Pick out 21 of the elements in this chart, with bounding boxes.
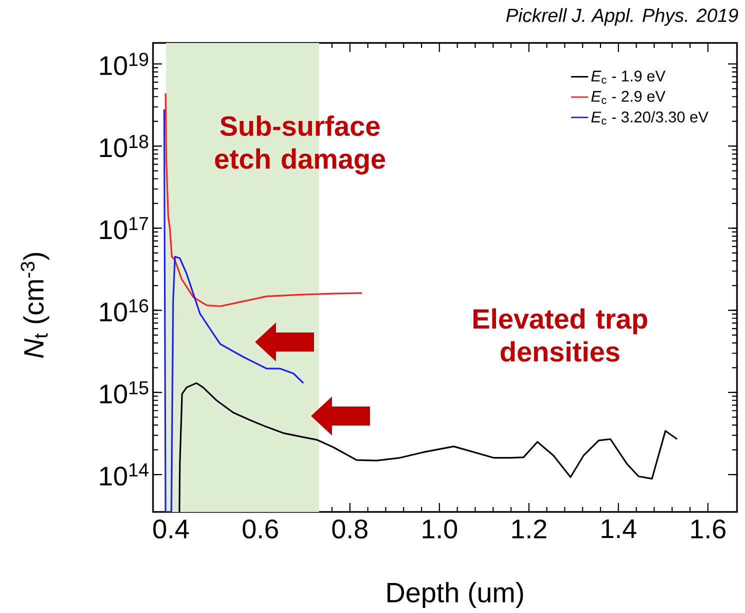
x-tick-label: 0.4 <box>153 520 189 539</box>
legend-label: E$_{c}$ - 3.20/3.30 eV <box>591 111 708 125</box>
y-axis-title: N$_{t}$ (cm$^{-3}$) <box>20 252 50 358</box>
x-tick-label: 0.8 <box>332 520 368 539</box>
y-tick-label: 10$^{16}$ <box>100 299 148 322</box>
x-tick-label: 0.6 <box>242 520 278 539</box>
legend-label: E$_{c}$ - 2.9 eV <box>591 90 666 104</box>
x-tick-label: 1.4 <box>602 519 636 538</box>
y-tick-label: 10$^{19}$ <box>100 52 148 76</box>
y-tick-label: 10$^{18}$ <box>100 134 148 158</box>
x-tick-label: 1.0 <box>422 520 458 539</box>
y-tick-label: 10$^{17}$ <box>100 217 148 240</box>
annotation: Elevated trap densities <box>473 308 648 362</box>
annotation: Sub-surface etch damage <box>215 116 386 174</box>
x-tick-label: 1.6 <box>691 520 726 539</box>
y-tick-label: 10$^{15}$ <box>100 381 148 404</box>
x-axis-title: Depth (um) <box>388 582 523 608</box>
x-tick-label: 1.2 <box>512 520 546 538</box>
y-tick-label: 10$^{14}$ <box>100 463 148 486</box>
legend-label: E$_{c}$ - 1.9 eV <box>591 70 666 84</box>
text: Pickrell J. Appl. Phys. 2019 <box>506 8 738 26</box>
